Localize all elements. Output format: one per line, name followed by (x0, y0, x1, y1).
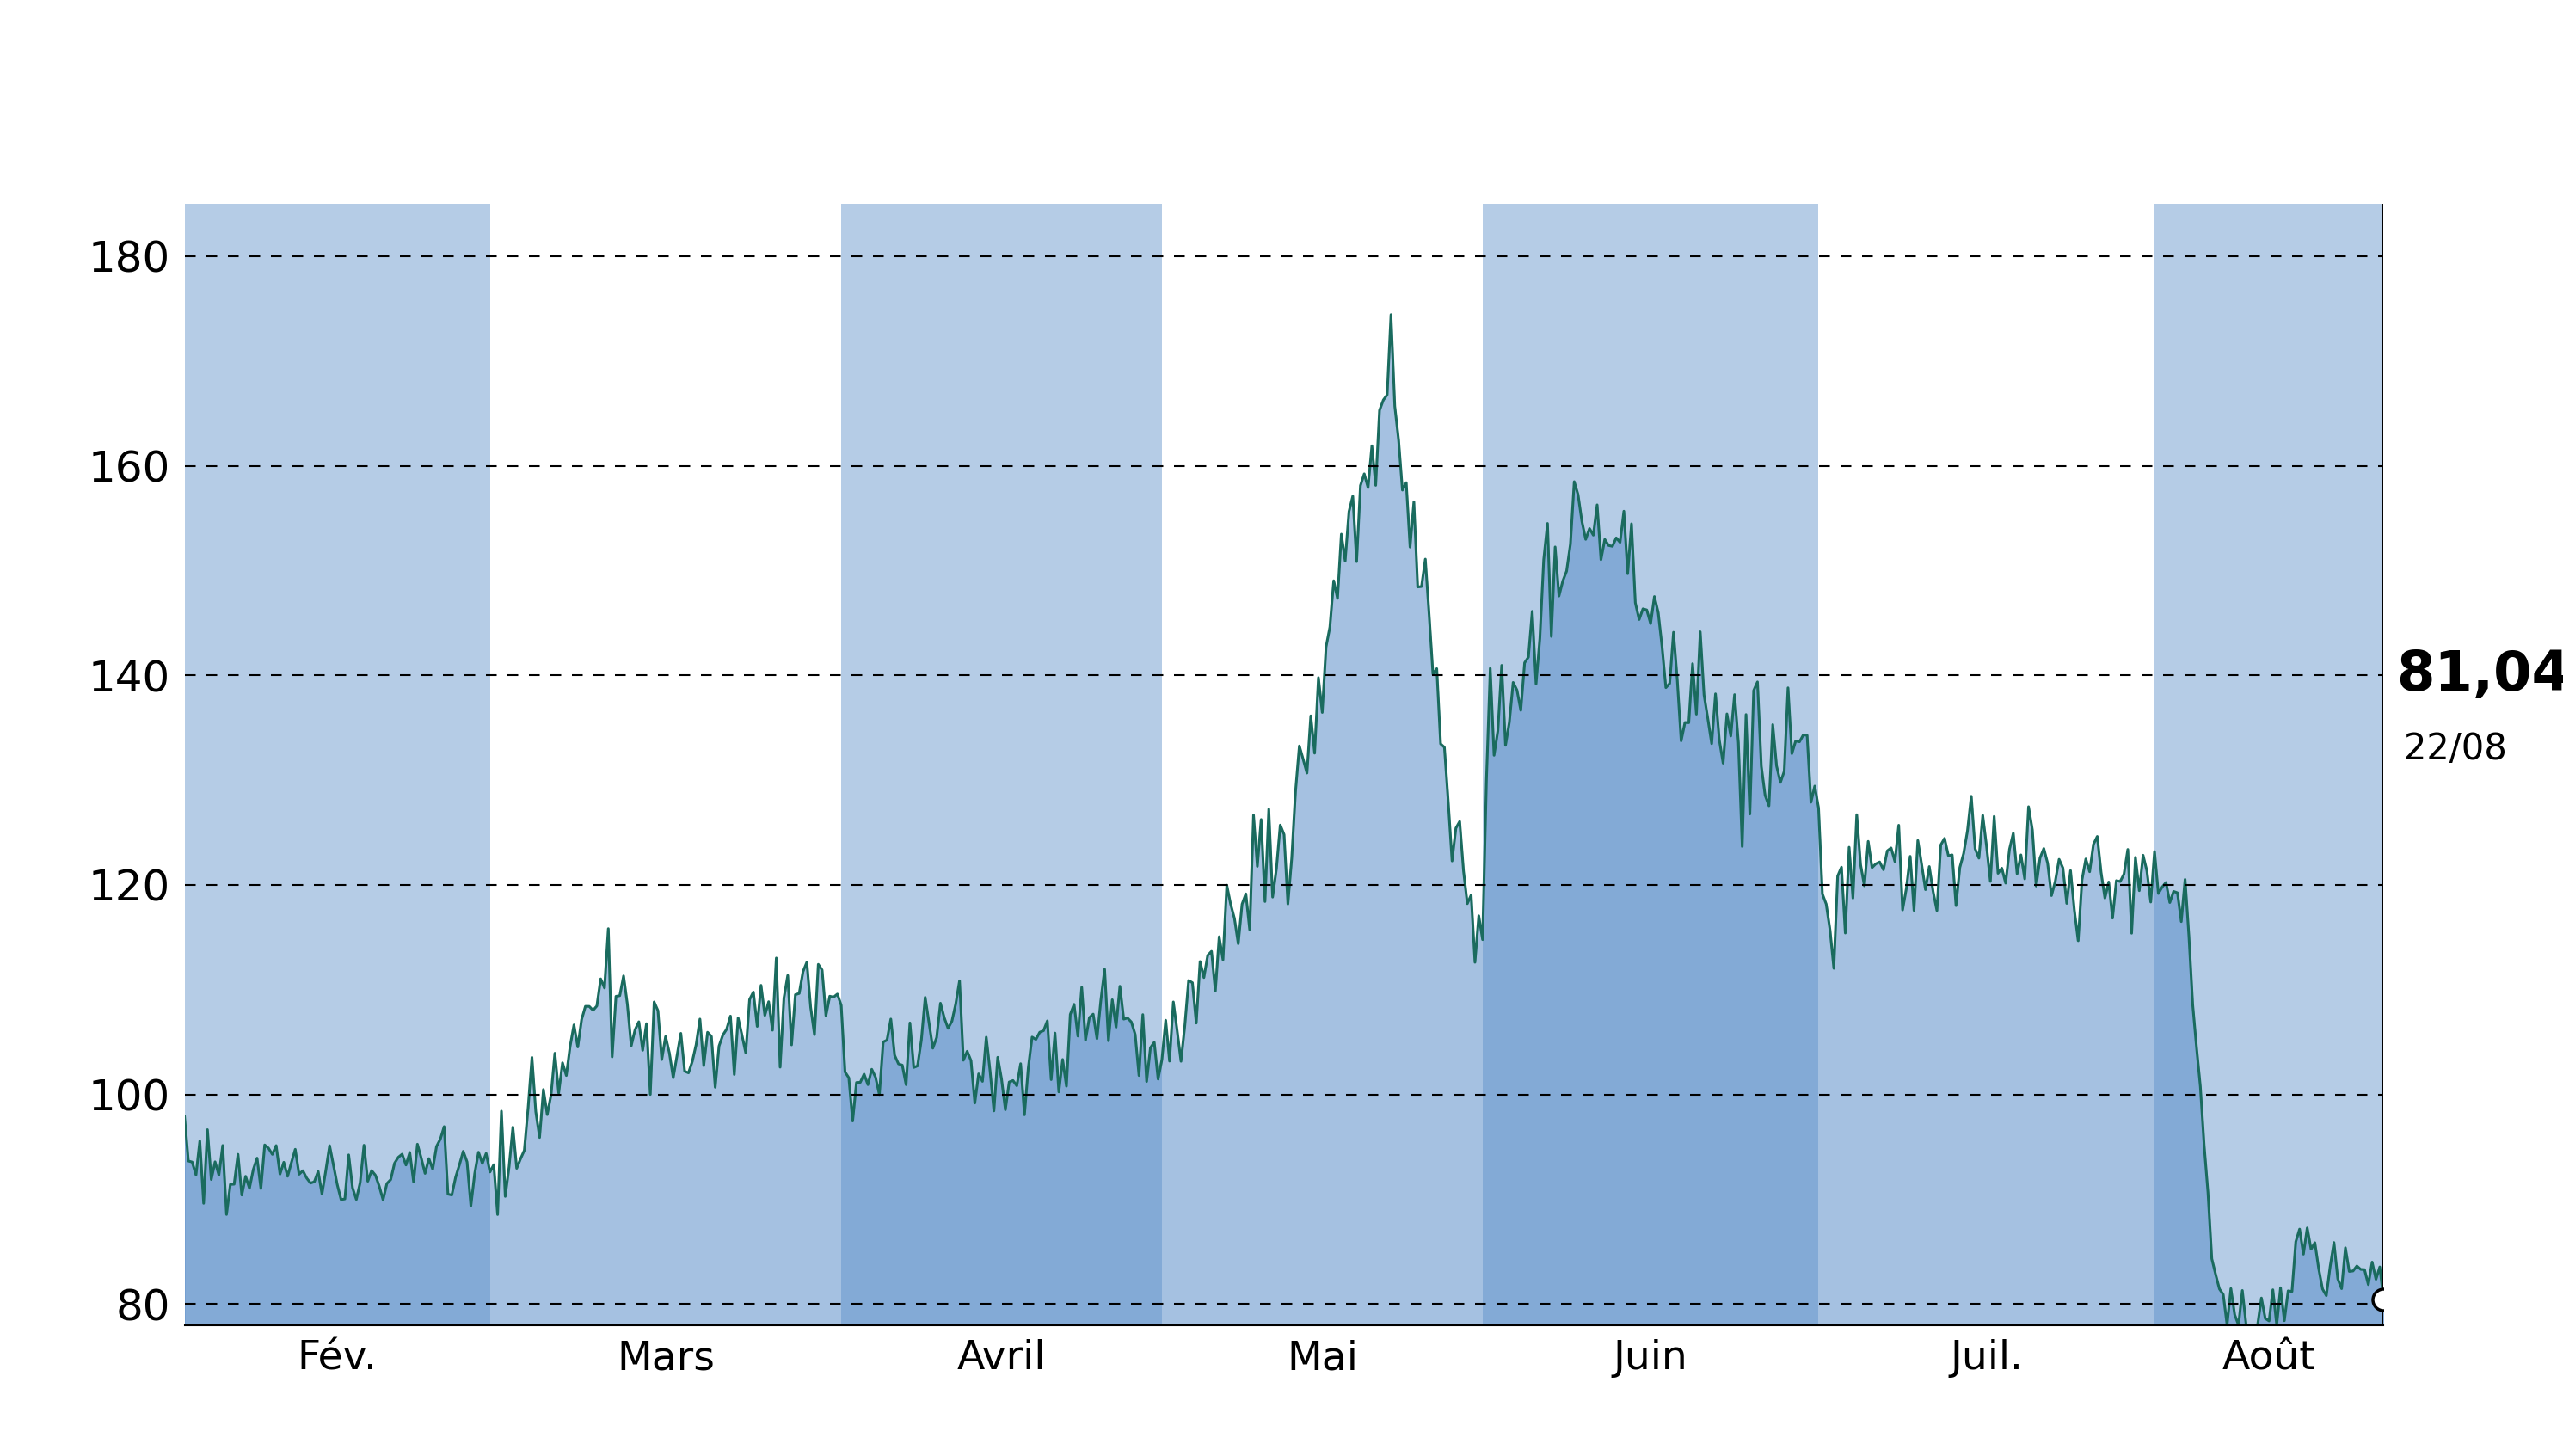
Bar (841, 204, 1161, 1325)
Text: 81,04: 81,04 (2396, 649, 2563, 702)
Bar (185, 204, 490, 1325)
Bar (1481, 204, 1820, 1325)
Text: 22/08: 22/08 (2404, 731, 2507, 767)
Bar (2155, 204, 2384, 1325)
Text: Moderna, Inc.: Moderna, Inc. (902, 39, 1661, 135)
